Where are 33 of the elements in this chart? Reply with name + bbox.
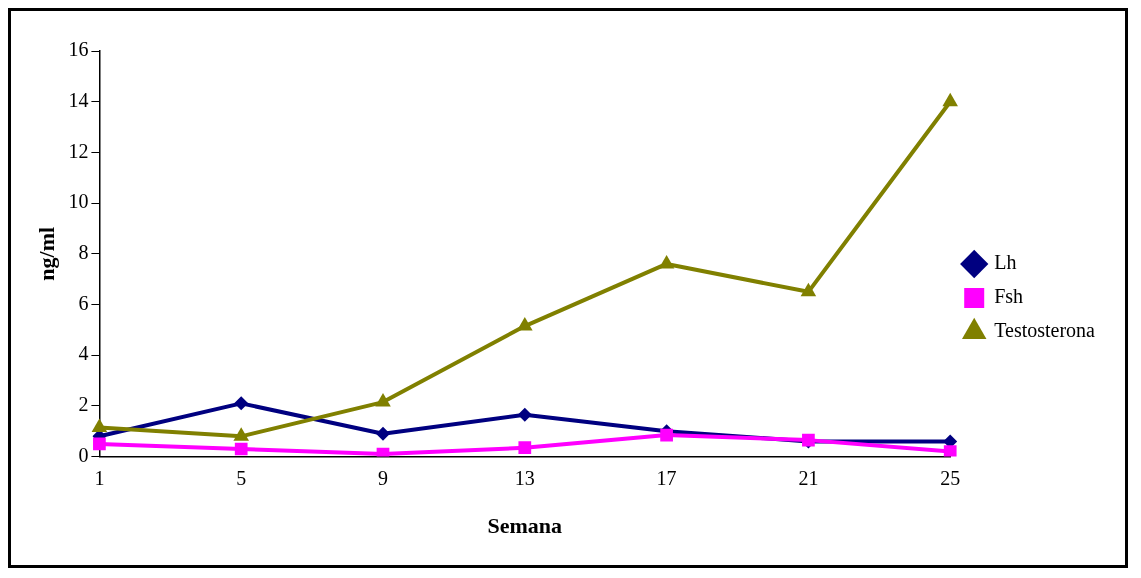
legend-label: Fsh <box>994 285 1024 308</box>
x-tick-label: 21 <box>798 466 819 489</box>
point <box>234 442 248 456</box>
point <box>518 441 532 455</box>
x-tick-label: 25 <box>940 466 961 489</box>
x-tick-label: 1 <box>94 466 105 489</box>
point <box>93 437 106 451</box>
y-tick-label: 2 <box>78 393 89 416</box>
point <box>800 282 817 297</box>
x-axis-title: Semana <box>487 513 563 539</box>
point <box>234 396 249 411</box>
y-axis-title: ng/ml <box>33 226 59 281</box>
y-tick-label: 6 <box>78 291 89 314</box>
point <box>375 393 391 407</box>
y-tick-label: 4 <box>78 342 89 365</box>
point <box>660 428 673 442</box>
x-tick-label: 9 <box>378 466 388 489</box>
y-tick-label: 16 <box>68 38 89 61</box>
legend-label: Testosterona <box>994 319 1096 342</box>
x-tick-label: 13 <box>514 466 535 489</box>
y-tick-label: 12 <box>68 139 89 162</box>
point <box>517 317 533 331</box>
point <box>376 426 390 441</box>
legend-label: Lh <box>994 251 1017 274</box>
point <box>658 254 675 269</box>
y-tick-label: 10 <box>68 190 89 213</box>
y-tick-label: 8 <box>78 241 89 264</box>
y-tick-label: 0 <box>78 443 89 466</box>
point <box>943 445 957 457</box>
point <box>517 407 532 422</box>
x-tick-label: 17 <box>656 466 677 489</box>
x-tick-label: 5 <box>236 466 247 489</box>
y-tick-label: 14 <box>68 88 89 111</box>
